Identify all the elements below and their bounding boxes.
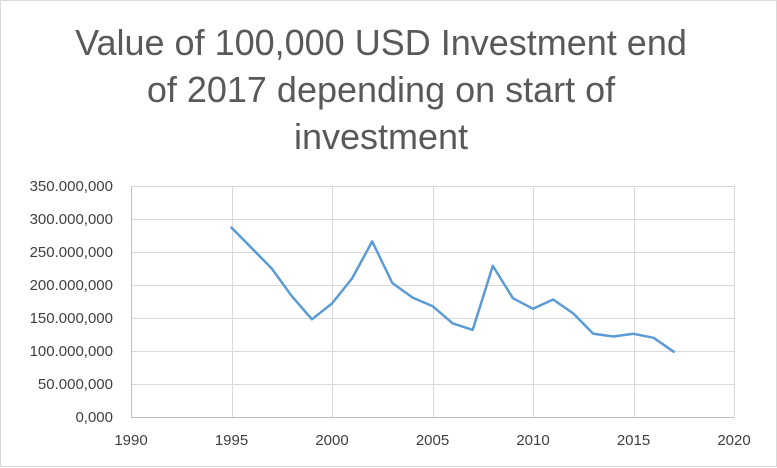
x-tick-label: 1995 [215,432,248,449]
y-tick-label: 250.000,000 [30,244,113,261]
series-layer [230,226,675,353]
y-tick-label: 150.000,000 [30,310,113,327]
y-tick-label: 350.000,000 [30,178,113,195]
x-tick-label: 2010 [516,432,549,449]
series-line [230,226,675,353]
gridlines [131,186,735,417]
chart-title: Value of 100,000 USD Investment end of 2… [75,22,687,157]
tick-labels: 0,000 50.000,000 100.000,000 150.000,000 200… [30,178,751,449]
x-tick-label: 1990 [114,432,147,449]
y-tick-label: 300.000,000 [30,211,113,228]
y-tick-label: 0,000 [75,409,113,426]
axes [131,186,734,418]
y-tick-label: 50.000,000 [38,376,113,393]
y-tick-label: 200.000,000 [30,277,113,294]
y-tick-label: 100.000,000 [30,343,113,360]
x-tick-label: 2020 [717,432,750,449]
x-tick-label: 2015 [617,432,650,449]
x-tick-label: 2005 [416,432,449,449]
x-tick-label: 2000 [315,432,348,449]
